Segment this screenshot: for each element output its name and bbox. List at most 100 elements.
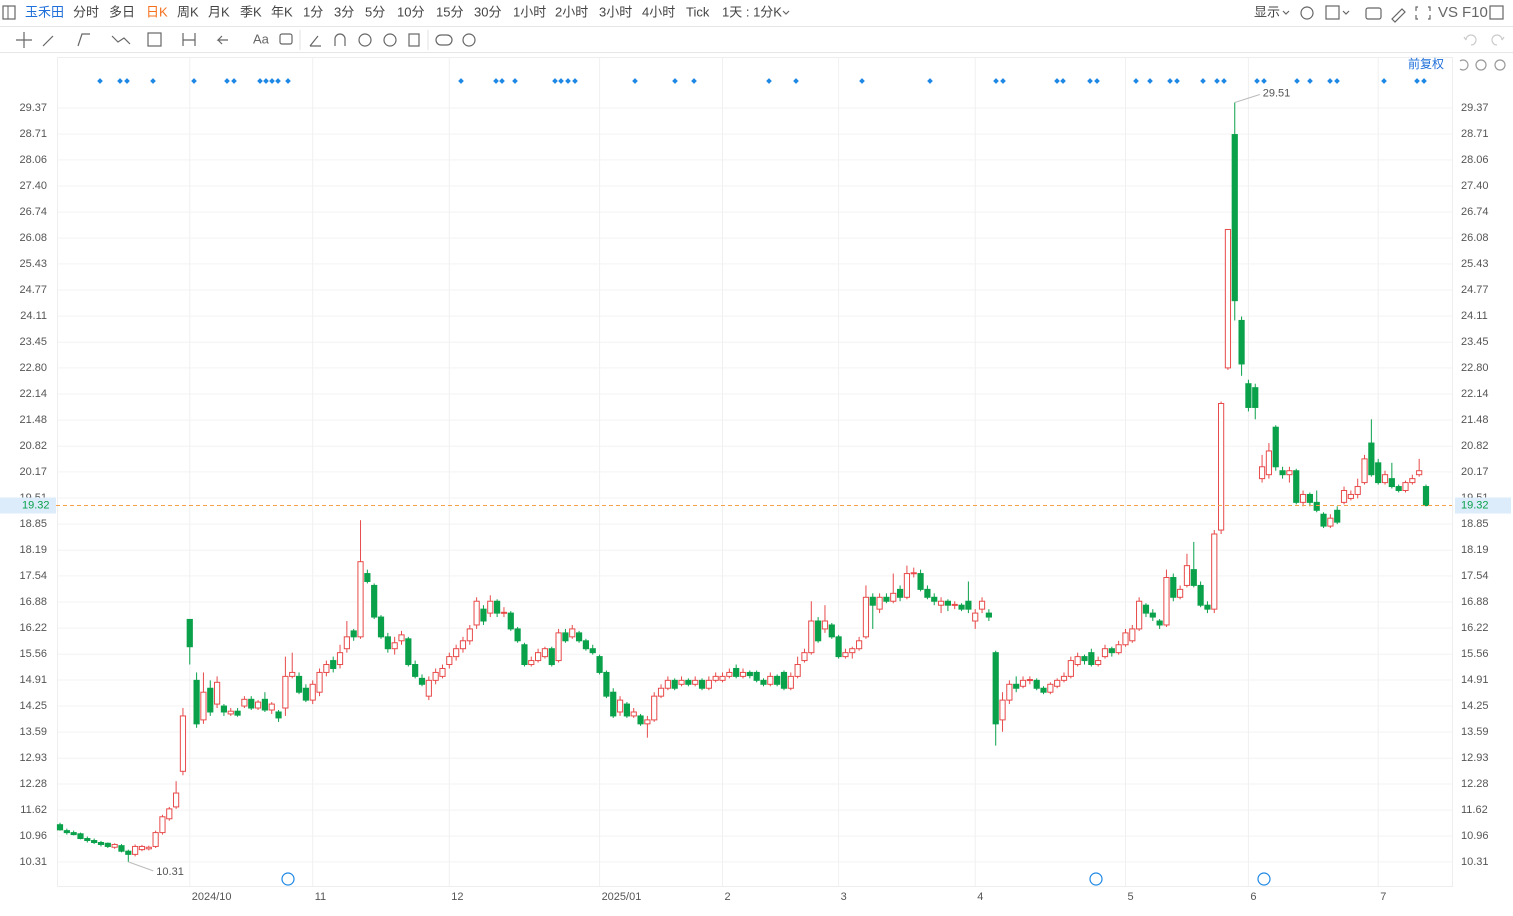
sidebar-toggle[interactable]: [2, 5, 16, 20]
event-dot[interactable]: [1334, 78, 1340, 84]
event-dot[interactable]: [565, 78, 571, 84]
event-dot[interactable]: [552, 78, 558, 84]
period-tab[interactable]: 分时: [73, 4, 99, 19]
interval-select[interactable]: 1天 : 1分K: [722, 4, 782, 19]
arrow-tool[interactable]: [216, 35, 228, 45]
event-dot[interactable]: [275, 78, 281, 84]
event-dot[interactable]: [458, 78, 464, 84]
lock-tool[interactable]: [358, 33, 372, 47]
delete-tool[interactable]: [408, 33, 420, 47]
period-tab[interactable]: 日K: [146, 4, 168, 19]
event-dot[interactable]: [1147, 78, 1153, 84]
event-badge[interactable]: [1089, 872, 1103, 886]
event-dot[interactable]: [1060, 78, 1066, 84]
event-dot[interactable]: [1381, 78, 1387, 84]
event-dot[interactable]: [1261, 78, 1267, 84]
event-dot[interactable]: [1054, 78, 1060, 84]
event-dot[interactable]: [1327, 78, 1333, 84]
event-dot[interactable]: [191, 78, 197, 84]
event-dot[interactable]: [1000, 78, 1006, 84]
period-tab[interactable]: 10分: [397, 4, 424, 19]
pen-icon[interactable]: [1391, 8, 1406, 23]
event-dot[interactable]: [691, 78, 697, 84]
event-dot[interactable]: [499, 78, 505, 84]
period-tab[interactable]: 4小时: [642, 4, 675, 19]
period-tab[interactable]: 周K: [177, 4, 199, 19]
undo[interactable]: [1463, 34, 1477, 46]
event-dot[interactable]: [231, 78, 237, 84]
period-tab[interactable]: 15分: [436, 4, 463, 19]
f10-button[interactable]: F10: [1462, 4, 1488, 21]
event-dot[interactable]: [927, 78, 933, 84]
event-dot[interactable]: [1094, 78, 1100, 84]
event-dot[interactable]: [117, 78, 123, 84]
magnet-tool[interactable]: [334, 33, 346, 46]
layout-icon[interactable]: [1325, 5, 1340, 20]
period-tab[interactable]: 3分: [334, 4, 354, 19]
move-tool[interactable]: [16, 32, 32, 48]
event-badge[interactable]: [1257, 872, 1271, 886]
event-dot[interactable]: [97, 78, 103, 84]
event-dot[interactable]: [263, 78, 269, 84]
event-dot[interactable]: [558, 78, 564, 84]
event-dot[interactable]: [1087, 78, 1093, 84]
event-badge[interactable]: [281, 872, 295, 886]
event-dot[interactable]: [1174, 78, 1180, 84]
event-dot[interactable]: [572, 78, 578, 84]
event-dot[interactable]: [124, 78, 130, 84]
event-dot[interactable]: [793, 78, 799, 84]
event-dot[interactable]: [859, 78, 865, 84]
panel-toggle[interactable]: [1489, 5, 1504, 20]
period-tab[interactable]: Tick: [686, 4, 710, 19]
event-dot[interactable]: [1167, 78, 1173, 84]
event-dot[interactable]: [269, 78, 275, 84]
text-tool[interactable]: Aa: [253, 31, 270, 46]
period-tab[interactable]: 季K: [240, 4, 262, 19]
reset-icon[interactable]: [1459, 59, 1469, 71]
camera-icon[interactable]: [1365, 7, 1382, 20]
angle-tool[interactable]: [309, 35, 321, 47]
symbol-name[interactable]: 玉禾田: [25, 4, 64, 19]
period-tab[interactable]: 30分: [474, 4, 501, 19]
channel-tool[interactable]: [77, 33, 90, 47]
period-tab[interactable]: 月K: [208, 4, 230, 19]
event-dot[interactable]: [672, 78, 678, 84]
event-dot[interactable]: [285, 78, 291, 84]
event-dot[interactable]: [993, 78, 999, 84]
period-tab[interactable]: 1分: [303, 4, 323, 19]
event-dot[interactable]: [1414, 78, 1420, 84]
tool-settings[interactable]: [462, 33, 476, 47]
period-tab[interactable]: 2小时: [555, 4, 588, 19]
line-tool[interactable]: [42, 35, 54, 47]
event-dot[interactable]: [766, 78, 772, 84]
event-dot[interactable]: [1221, 78, 1227, 84]
wave-tool[interactable]: [111, 35, 131, 45]
event-dot[interactable]: [1254, 78, 1260, 84]
event-dot[interactable]: [257, 78, 263, 84]
note-tool[interactable]: [279, 33, 293, 45]
event-dot[interactable]: [150, 78, 156, 84]
display-menu[interactable]: 显示: [1254, 4, 1280, 19]
event-dot[interactable]: [224, 78, 230, 84]
period-tab[interactable]: 3小时: [599, 4, 632, 19]
event-dot[interactable]: [1294, 78, 1300, 84]
compare-button[interactable]: VS: [1438, 4, 1458, 21]
fullscreen-icon[interactable]: [1415, 6, 1431, 20]
period-tab[interactable]: 5分: [365, 4, 385, 19]
event-dot[interactable]: [1133, 78, 1139, 84]
measure-tool[interactable]: [182, 33, 196, 46]
event-dot[interactable]: [493, 78, 499, 84]
zoom-in[interactable]: [1494, 59, 1506, 71]
event-dot[interactable]: [1421, 78, 1427, 84]
period-tab[interactable]: 年K: [271, 4, 293, 19]
event-dot[interactable]: [512, 78, 518, 84]
event-dot[interactable]: [632, 78, 638, 84]
period-tab[interactable]: 多日: [109, 4, 135, 19]
hide-tool[interactable]: [383, 33, 397, 47]
event-dot[interactable]: [1214, 78, 1220, 84]
fib-tool[interactable]: [147, 32, 162, 47]
redo[interactable]: [1491, 34, 1505, 46]
event-dot[interactable]: [1307, 78, 1313, 84]
period-tab[interactable]: 1小时: [513, 4, 546, 19]
zoom-out[interactable]: [1475, 59, 1487, 71]
